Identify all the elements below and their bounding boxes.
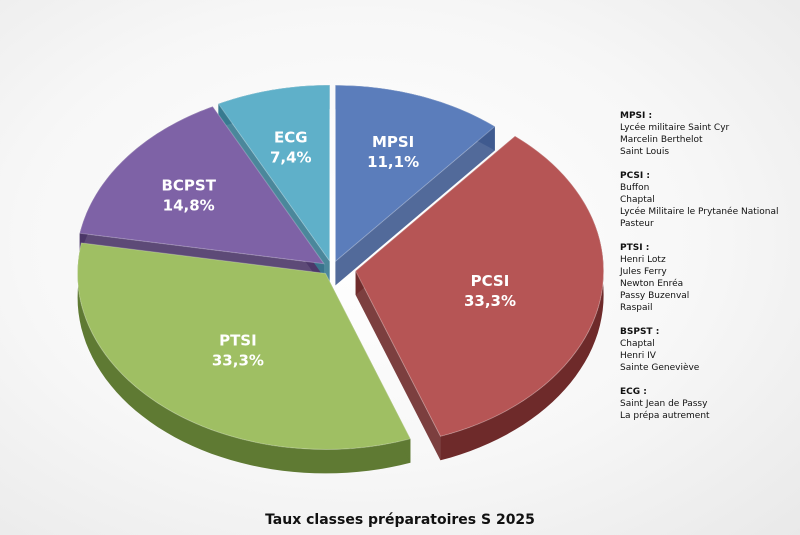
legend-item: Newton Enréa	[620, 279, 684, 289]
legend-heading: BSPST :	[620, 327, 660, 337]
chart-title: Taux classes préparatoires S 2025	[265, 512, 535, 528]
legend-item: Saint Louis	[620, 147, 670, 157]
legend-item: Raspail	[620, 303, 653, 313]
legend-item: Henri IV	[620, 351, 656, 361]
legend-item: Chaptal	[620, 195, 655, 205]
legend-item: Sainte Geneviève	[620, 363, 700, 373]
legend-item: Passy Buzenval	[620, 291, 690, 301]
legend-heading: PTSI :	[620, 243, 650, 253]
legend-group: ECG : Saint Jean de Passy La prépa autreme…	[620, 386, 798, 422]
legend-item: Buffon	[620, 183, 650, 193]
legend-item: Pasteur	[620, 219, 654, 229]
legend-item: Saint Jean de Passy	[620, 399, 708, 409]
slice-name-pcsi: PCSI	[471, 272, 510, 290]
legend-item: Lycée Militaire le Prytanée National	[620, 207, 779, 217]
legend-group: MPSI : Lycée militaire Saint Cyr Marcelin …	[620, 110, 798, 158]
legend-heading: ECG :	[620, 387, 647, 397]
slice-side-ptsi	[77, 242, 411, 474]
slice-side-pcsi	[440, 136, 604, 461]
legend-item: Lycée militaire Saint Cyr	[620, 123, 730, 133]
slice-value-ecg: 7,4%	[270, 149, 312, 167]
pie-labels: MPSI 11,1% PCSI 33,3% PTSI 33,3% BCPST 14,8% ECG…	[161, 129, 516, 370]
slice-name-mpsi: MPSI	[372, 133, 414, 151]
slice-value-bcpst: 14,8%	[163, 196, 215, 214]
slice-bcpst	[79, 105, 326, 265]
slice-name-bcpst: BCPST	[161, 176, 216, 194]
slice-ecg	[217, 84, 331, 263]
legend-group: PTSI : Henri Lotz Jules Ferry Newton Enréa P…	[620, 242, 798, 314]
legend-item: La prépa autrement	[620, 411, 710, 421]
slice-mpsi	[334, 84, 496, 263]
slice-name-ecg: ECG	[274, 129, 308, 147]
slice-value-mpsi: 11,1%	[367, 153, 419, 171]
legend-item: Chaptal	[620, 339, 655, 349]
legend-heading: MPSI :	[620, 111, 653, 121]
slice-value-ptsi: 33,3%	[212, 352, 264, 370]
slice-pcsi	[355, 135, 605, 437]
legend-heading: PCSI :	[620, 171, 650, 181]
slice-face-pcsi-1	[355, 270, 441, 461]
slice-name-ptsi: PTSI	[219, 332, 257, 350]
slice-face-mpsi-1	[335, 126, 495, 286]
pie-tops	[77, 84, 605, 450]
slice-ptsi	[77, 242, 412, 450]
legend-item: Marcelin Berthelot	[620, 135, 703, 145]
legend-group: BSPST : Chaptal Henri IV Sainte Geneviève	[620, 326, 798, 374]
slice-value-pcsi: 33,3%	[464, 292, 516, 310]
schools-legend: MPSI : Lycée militaire Saint Cyr Marcelin …	[620, 110, 798, 434]
legend-group: PCSI : Buffon Chaptal Lycée Militaire le Pr…	[620, 170, 798, 230]
legend-item: Jules Ferry	[620, 267, 667, 277]
legend-item: Henri Lotz	[620, 255, 666, 265]
